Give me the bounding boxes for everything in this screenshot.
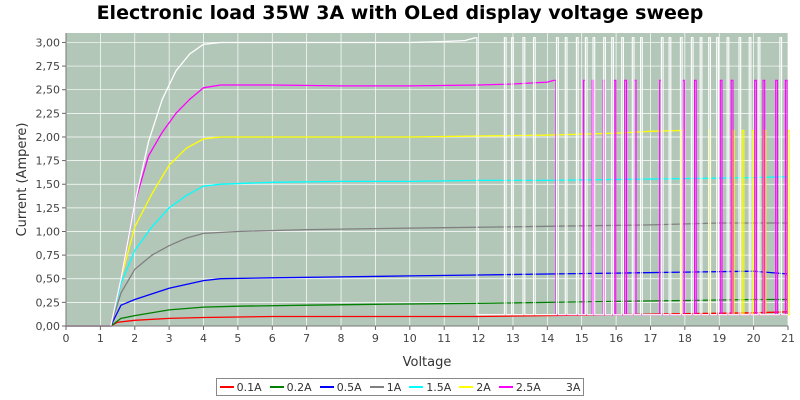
- x-tick-label: 10: [403, 332, 417, 345]
- y-tick-label: 1,50: [36, 178, 61, 191]
- series-line-0-5a: [66, 270, 789, 327]
- y-tick-label: 2,75: [36, 60, 61, 73]
- x-tick-label: 12: [472, 332, 486, 345]
- legend-swatch: [269, 386, 284, 388]
- y-tick-label: 2,00: [36, 131, 61, 144]
- y-axis-label: Current (Ampere): [15, 123, 30, 237]
- series-line-1-5a: [66, 176, 789, 327]
- y-tick-label: 1,75: [36, 155, 61, 168]
- y-tick-label: 0,50: [36, 273, 61, 286]
- legend: 0.1A 0.2A 0.5A 1A 1.5A 2A 2.5A 3A: [216, 378, 584, 396]
- legend-label: 0.2A: [286, 380, 312, 394]
- legend-swatch: [459, 386, 474, 388]
- x-tick-label: 8: [338, 332, 345, 345]
- legend-label: 1.5A: [426, 380, 452, 394]
- x-tick-label: 13: [506, 332, 520, 345]
- legend-swatch: [319, 386, 334, 388]
- legend-item: 2.5A: [498, 380, 541, 394]
- legend-label: 0.5A: [336, 380, 362, 394]
- x-tick-label: 4: [200, 332, 207, 345]
- x-tick-label: 0: [63, 332, 70, 345]
- legend-item: 0.1A: [219, 380, 262, 394]
- y-tick-label: 1,25: [36, 202, 61, 215]
- x-tick-label: 1: [97, 332, 104, 345]
- legend-item: 0.2A: [269, 380, 312, 394]
- x-tick-label: 9: [372, 332, 379, 345]
- x-tick-label: 2: [131, 332, 138, 345]
- x-tick-label: 14: [540, 332, 554, 345]
- x-tick-label: 15: [575, 332, 589, 345]
- y-tick-label: 2,25: [36, 107, 61, 120]
- plot-area: [66, 33, 788, 326]
- legend-item: 3A: [548, 380, 581, 394]
- legend-item: 2A: [459, 381, 491, 394]
- y-tick-label: 0,75: [36, 249, 61, 262]
- legend-swatch: [498, 386, 513, 388]
- x-tick-label: 3: [166, 332, 173, 345]
- series-line-0-1a: [66, 311, 789, 327]
- legend-label: 2.5A: [515, 380, 541, 394]
- x-tick-label: 19: [712, 332, 726, 345]
- x-tick-label: 18: [678, 332, 692, 345]
- y-tick-label: 1,00: [36, 225, 61, 238]
- series-line-2a: [66, 129, 685, 327]
- series-layer: [66, 37, 790, 327]
- chart-title: Electronic load 35W 3A with OLed display…: [96, 2, 704, 24]
- legend-item: 1A: [369, 380, 402, 394]
- y-tick-label: 3,00: [36, 36, 61, 49]
- legend-label: 2A: [476, 380, 491, 394]
- x-tick-label: 20: [747, 332, 761, 345]
- legend-label: 3A: [565, 380, 581, 394]
- y-tick-label: 2,50: [36, 84, 61, 97]
- legend-item: 0.5A: [319, 380, 362, 394]
- legend-item: 1.5A: [409, 381, 451, 394]
- y-tick-label: 0,00: [36, 320, 61, 333]
- x-tick-label: 7: [303, 332, 310, 345]
- axes: 0 1 2 3 4 5 6 7 8 9 10 11 12 13 14 15 16 17 18 19 20 210,000,…: [36, 33, 795, 345]
- x-tick-label: 11: [437, 332, 451, 345]
- x-tick-label: 17: [643, 332, 657, 345]
- legend-swatch: [369, 386, 384, 388]
- x-tick-label: 6: [269, 332, 276, 345]
- series-dropout-3a: [475, 37, 788, 316]
- legend-swatch: [409, 386, 424, 388]
- x-axis-label: Voltage: [403, 355, 452, 370]
- x-tick-label: 21: [781, 332, 795, 345]
- series-line-3a: [66, 37, 476, 327]
- x-tick-label: 16: [609, 332, 623, 345]
- y-tick-label: 0,25: [36, 296, 61, 309]
- legend-swatch: [219, 386, 234, 388]
- x-tick-label: 5: [234, 332, 241, 345]
- legend-swatch: [548, 386, 563, 388]
- legend-label: 0.1A: [236, 380, 262, 394]
- legend-label: 1A: [386, 380, 402, 394]
